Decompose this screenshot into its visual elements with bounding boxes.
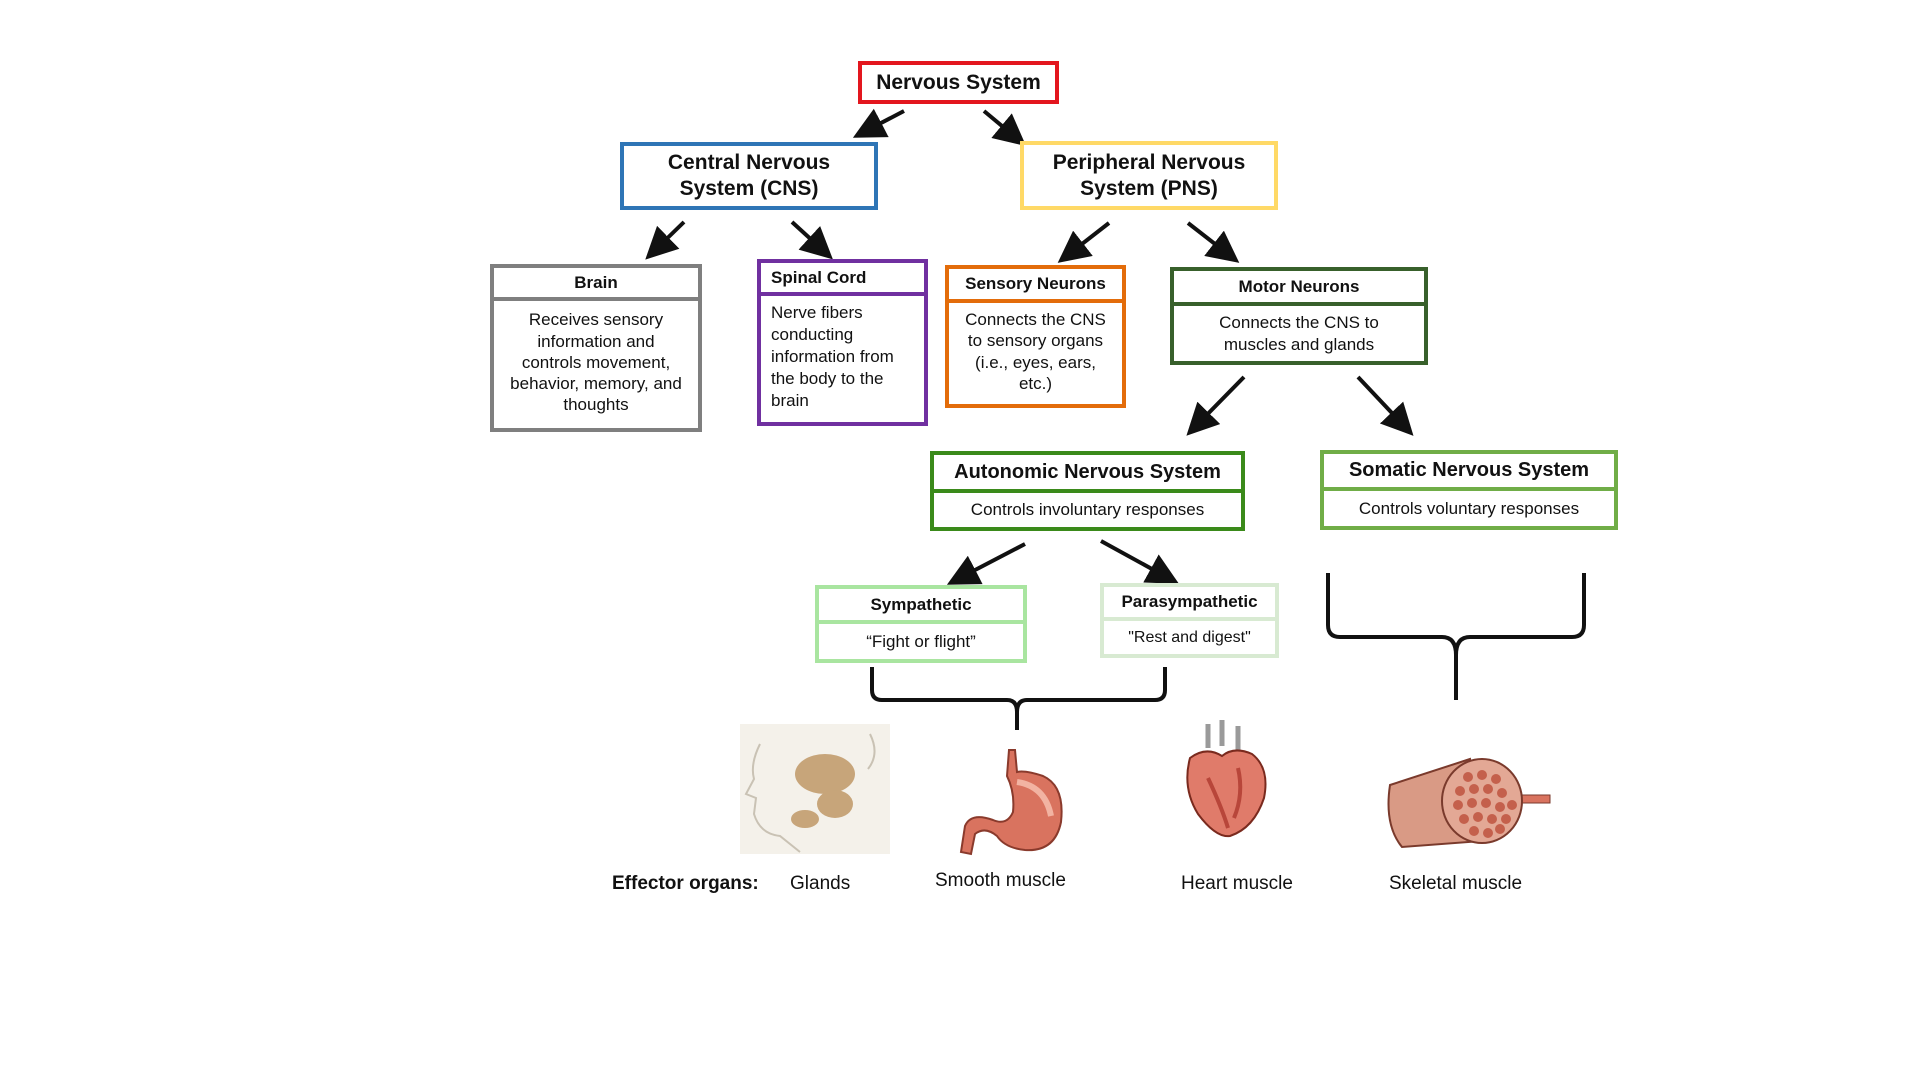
glands-label: Glands	[790, 873, 851, 894]
node-parasympathetic: Parasympathetic "Rest and digest"	[1100, 583, 1279, 658]
node-text: Controls involuntary responses	[970, 500, 1205, 520]
node-text: Nerve fibers conducting information from…	[771, 302, 894, 411]
arrow-motor-somatic	[1356, 375, 1414, 436]
node-title: Sensory Neurons	[949, 269, 1122, 303]
node-title: Autonomic Nervous System	[934, 455, 1241, 493]
node-title: Somatic Nervous System	[1324, 454, 1614, 491]
node-sensory-neurons: Sensory Neurons Connects the CNS to sens…	[945, 265, 1126, 408]
arrow-ns-cns	[852, 108, 905, 138]
node-title: Brain	[494, 268, 698, 301]
node-title: Sympathetic	[819, 589, 1023, 624]
node-nervous-system: Nervous System	[858, 61, 1059, 104]
node-text: “Fight or flight”	[866, 631, 976, 651]
node-autonomic: Autonomic Nervous System Controls involu…	[930, 451, 1245, 531]
heart-icon	[1186, 720, 1267, 838]
node-title: Central Nervous System (CNS)	[667, 151, 831, 200]
node-title: Peripheral Nervous System (PNS)	[1052, 150, 1246, 200]
node-text: Controls voluntary responses	[1358, 498, 1580, 518]
node-title: Nervous System	[876, 70, 1041, 94]
arrow-autonomic-sympathetic	[946, 542, 1026, 585]
node-title: Parasympathetic	[1104, 587, 1275, 621]
node-sympathetic: Sympathetic “Fight or flight”	[815, 585, 1027, 663]
arrow-pns-sensory	[1057, 221, 1111, 263]
effector-organs-label: Effector organs:	[612, 873, 759, 894]
node-brain: Brain Receives sensory information and c…	[490, 264, 702, 432]
arrow-motor-autonomic	[1186, 375, 1246, 436]
node-title: Motor Neurons	[1174, 271, 1424, 306]
node-text: Receives sensory information and control…	[510, 310, 682, 415]
arrow-pns-motor	[1186, 221, 1240, 263]
node-cns: Central Nervous System (CNS)	[620, 142, 878, 210]
arrow-cns-brain	[645, 220, 686, 260]
node-spinal-cord: Spinal Cord Nerve fibers conducting info…	[757, 259, 928, 426]
arrow-autonomic-parasympathetic	[1100, 539, 1180, 584]
node-pns: Peripheral Nervous System (PNS)	[1020, 141, 1278, 210]
stomach-icon	[959, 749, 1063, 856]
node-text: Connects the CNS to sensory organs (i.e.…	[965, 310, 1106, 393]
arrow-ns-pns	[982, 109, 1027, 147]
heart-muscle-label: Heart muscle	[1181, 873, 1293, 894]
skeletal-muscle-label: Skeletal muscle	[1389, 873, 1523, 894]
arrow-cns-spinal	[790, 220, 833, 260]
brace-autonomic	[870, 667, 1167, 730]
node-motor-neurons: Motor Neurons Connects the CNS to muscle…	[1170, 267, 1428, 365]
skeletal-muscle-icon	[1387, 757, 1551, 849]
node-somatic: Somatic Nervous System Controls voluntar…	[1320, 450, 1618, 530]
smooth-muscle-label: Smooth muscle	[935, 870, 1066, 891]
node-text: "Rest and digest"	[1128, 628, 1251, 646]
glands-icon	[740, 724, 890, 854]
brace-somatic	[1326, 573, 1586, 700]
node-text: Connects the CNS to muscles and glands	[1219, 313, 1379, 354]
node-title: Spinal Cord	[761, 263, 924, 296]
